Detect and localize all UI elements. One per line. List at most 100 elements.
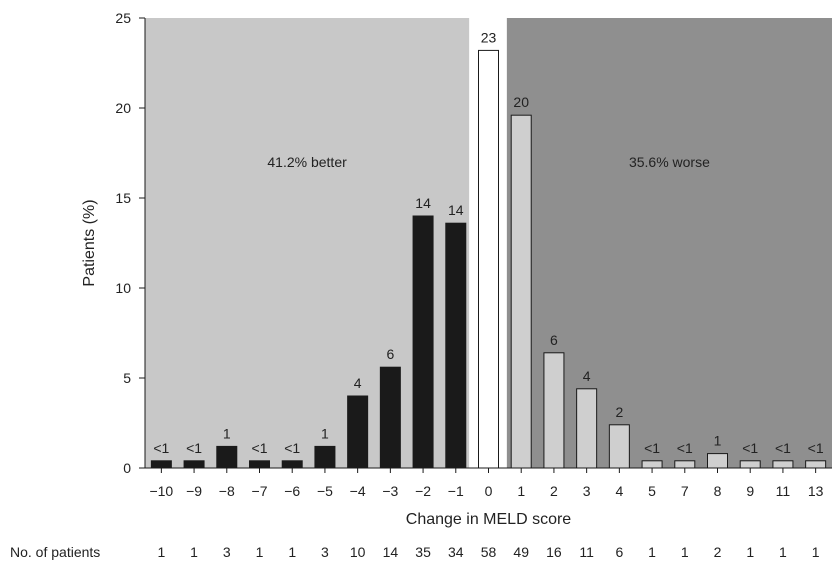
patients-row-counts: 1 1 3 1 1 3 10 14 35 34 58 49 16 11 6 1 1 2 1 1 1	[157, 544, 819, 560]
x-tick-label: 4	[615, 483, 623, 499]
patients-count: 1	[746, 544, 754, 560]
bar	[707, 453, 728, 469]
bar	[805, 460, 827, 469]
data-label: <1	[284, 440, 300, 456]
x-tick-label: −3	[382, 483, 398, 499]
data-label: <1	[252, 440, 268, 456]
bars	[150, 49, 827, 469]
patients-count: 34	[448, 544, 464, 560]
patients-count: 1	[288, 544, 296, 560]
y-tick-label: 5	[123, 370, 131, 386]
bar	[150, 460, 172, 469]
data-label: <1	[742, 440, 758, 456]
y-tick-labels: 0 5 10 15 20 25	[115, 10, 131, 476]
patients-count: 1	[648, 544, 656, 560]
x-tick-label: 1	[517, 483, 525, 499]
data-label: <1	[808, 440, 824, 456]
bar	[347, 395, 369, 469]
data-label: 1	[321, 425, 329, 441]
data-label: <1	[153, 440, 169, 456]
y-tick-label: 15	[115, 190, 131, 206]
region-labels: 41.2% better 35.6% worse	[267, 154, 710, 170]
y-tick-label: 25	[115, 10, 131, 26]
x-tick-label: 0	[485, 483, 493, 499]
x-tick-label: 8	[714, 483, 722, 499]
patients-count: 10	[350, 544, 366, 560]
data-label: 1	[223, 425, 231, 441]
bar	[281, 460, 303, 469]
data-label: 4	[583, 368, 591, 384]
y-axis-title: Patients (%)	[81, 199, 98, 286]
x-tick-label: −1	[448, 483, 464, 499]
bar	[314, 445, 336, 469]
x-tick-label: −10	[149, 483, 173, 499]
data-label: 4	[354, 375, 362, 391]
patients-count: 58	[481, 544, 497, 560]
patients-count: 1	[157, 544, 165, 560]
data-label: <1	[677, 440, 693, 456]
bar	[543, 352, 565, 469]
y-tick-label: 0	[123, 460, 131, 476]
bar	[641, 460, 663, 469]
x-tick-label: 5	[648, 483, 656, 499]
patients-count: 3	[223, 544, 231, 560]
x-axis-title: Change in MELD score	[406, 511, 572, 528]
data-label: 14	[415, 195, 431, 211]
data-label: 6	[550, 332, 558, 348]
data-label: 6	[386, 346, 394, 362]
patients-count: 1	[190, 544, 198, 560]
patients-count: 2	[714, 544, 722, 560]
x-tick-label: 3	[583, 483, 591, 499]
data-label: <1	[644, 440, 660, 456]
bar	[249, 460, 270, 469]
patients-count: 1	[779, 544, 787, 560]
x-tick-label: 7	[681, 483, 689, 499]
patients-count: 1	[812, 544, 820, 560]
x-tick-label: −7	[252, 483, 268, 499]
y-tick-label: 20	[115, 100, 131, 116]
x-tick-label: −2	[415, 483, 431, 499]
patients-count: 11	[579, 544, 594, 560]
data-label: <1	[186, 440, 202, 456]
patients-row-label: No. of patients	[10, 544, 100, 560]
x-tick-label: −9	[186, 483, 202, 499]
bar	[739, 460, 761, 469]
bar	[772, 460, 794, 469]
patients-count: 6	[615, 544, 623, 560]
x-tick-label: 2	[550, 483, 558, 499]
patients-count: 1	[681, 544, 689, 560]
bar	[183, 460, 205, 469]
patients-count: 14	[383, 544, 399, 560]
bar	[510, 114, 532, 469]
data-label: 1	[714, 433, 722, 449]
x-tick-label: −4	[350, 483, 366, 499]
x-tick-labels: −10 −9 −8 −7 −6 −5 −4 −3 −2 −1 0 1 2 3 4 5 7 8 9 11 13	[149, 483, 823, 499]
patients-count: 35	[415, 544, 431, 560]
bar	[576, 388, 598, 469]
x-tick-label: −8	[219, 483, 235, 499]
bar	[478, 49, 499, 469]
patients-count: 49	[513, 544, 529, 560]
region-label-worse: 35.6% worse	[629, 154, 710, 170]
bar	[445, 222, 467, 469]
region-label-better: 41.2% better	[267, 154, 347, 170]
patients-count: 3	[321, 544, 329, 560]
bar	[216, 445, 238, 469]
x-tick-label: 11	[776, 483, 791, 499]
x-tick-label: 9	[746, 483, 754, 499]
data-label: 23	[481, 29, 497, 45]
y-tick-label: 10	[115, 280, 131, 296]
bar	[674, 460, 696, 469]
bar	[379, 366, 401, 469]
x-tick-label: 13	[808, 483, 824, 499]
data-label: 2	[615, 404, 623, 420]
bar	[608, 424, 630, 469]
patients-count: 16	[546, 544, 562, 560]
data-label: 14	[448, 202, 464, 218]
bar	[412, 215, 434, 469]
x-tick-label: −5	[317, 483, 333, 499]
data-label: 20	[513, 94, 529, 110]
data-label: <1	[775, 440, 791, 456]
